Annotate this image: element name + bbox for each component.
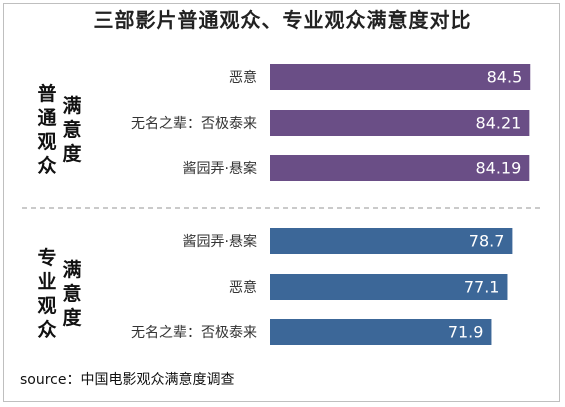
group-label-char: 满 [62,94,81,117]
data-label: 84.19 [475,159,521,178]
group-label-char: 专 [37,246,56,269]
source-note: source：中国电影观众满意度调查 [20,372,235,388]
group-label-char: 观 [37,131,56,153]
category-label: 酱园弄·悬案 [183,233,257,250]
bar [270,110,530,136]
group-label-char: 满 [62,258,81,281]
category-label: 无名之辈：否极泰来 [131,325,257,341]
data-label: 77.1 [464,278,500,297]
data-label: 71.9 [448,323,484,342]
bar [270,319,492,345]
bar [270,64,531,90]
chart-title: 三部影片普通观众、专业观众满意度对比 [93,8,472,32]
group-label-char: 观 [37,295,56,317]
category-label: 恶意 [229,279,257,296]
group-label-char: 普 [37,82,56,105]
data-label: 78.7 [469,232,505,251]
group-label-char: 度 [62,142,82,165]
group-label-char: 通 [37,107,57,129]
group-label-char: 众 [37,318,56,341]
group-label-char: 意 [62,118,81,141]
bar [270,274,508,300]
group-label-char: 众 [37,154,56,177]
chart-frame [3,3,560,402]
category-label: 无名之辈：否极泰来 [131,116,257,132]
bar [270,155,530,181]
group-label-char: 度 [62,306,82,329]
data-label: 84.5 [487,68,523,87]
group-label-char: 业 [37,271,56,293]
data-label: 84.21 [476,114,522,133]
group-label-char: 意 [62,282,81,305]
category-label: 酱园弄·悬案 [183,160,257,177]
category-label: 恶意 [229,69,257,86]
bar [270,228,513,254]
